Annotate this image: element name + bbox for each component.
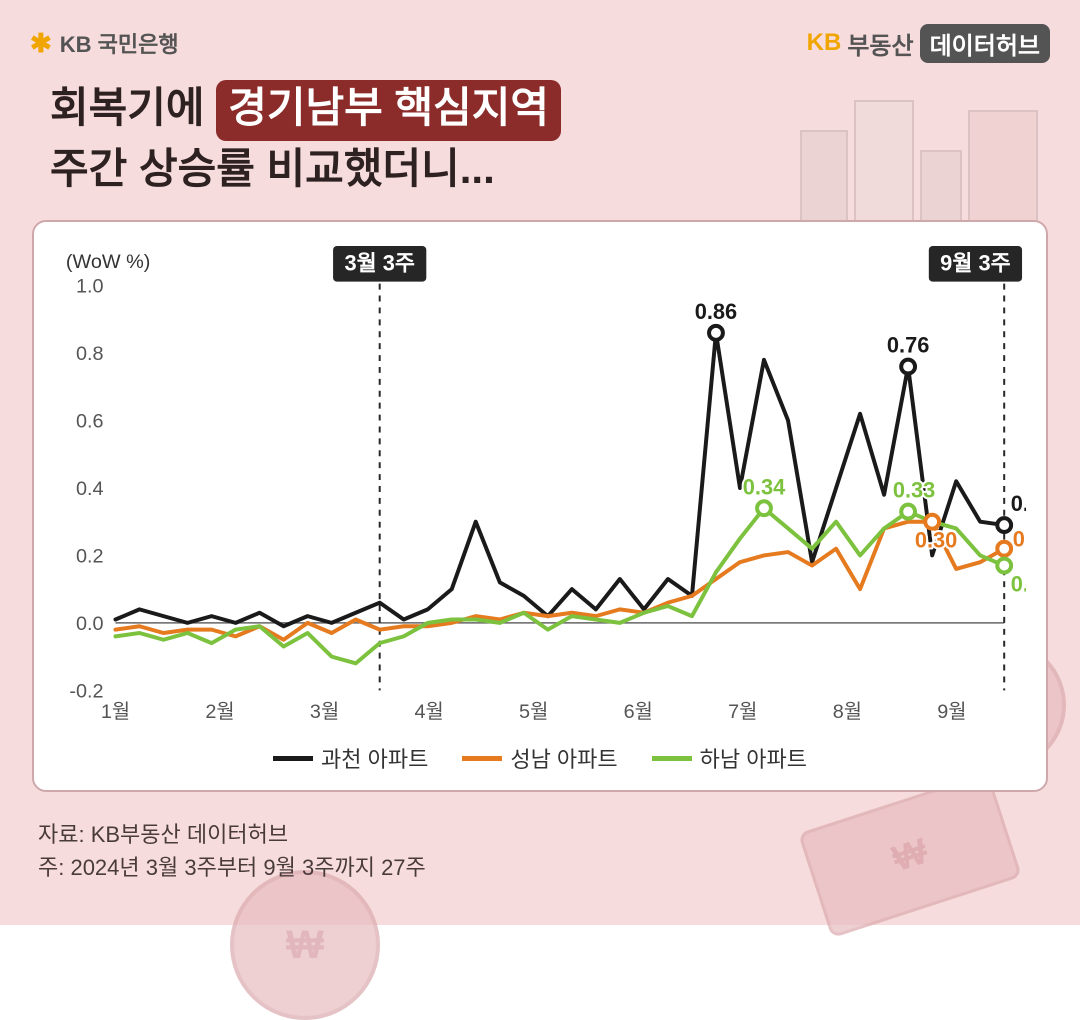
svg-text:(WoW %): (WoW %) xyxy=(66,251,150,273)
svg-text:0.86: 0.86 xyxy=(695,299,737,324)
svg-text:0.76: 0.76 xyxy=(887,333,929,358)
footer-notes: 자료: KB부동산 데이터허브 주: 2024년 3월 3주부터 9월 3주까지… xyxy=(38,818,426,884)
kb-rt-part1: KB xyxy=(807,29,842,57)
svg-text:0.8: 0.8 xyxy=(76,343,104,365)
legend-item: 하남 아파트 xyxy=(652,742,807,774)
svg-text:8월: 8월 xyxy=(833,701,862,723)
header: ✱ KB 국민은행 KB 부동산 데이터허브 xyxy=(0,18,1080,68)
svg-text:2월: 2월 xyxy=(205,701,234,723)
legend-item: 성남 아파트 xyxy=(462,742,617,774)
svg-text:3월 3주: 3월 3주 xyxy=(344,251,414,276)
svg-text:0.34: 0.34 xyxy=(743,474,786,499)
title-prefix: 회복기에 xyxy=(50,84,216,131)
svg-text:5월: 5월 xyxy=(519,701,548,723)
footer-note: 주: 2024년 3월 3주부터 9월 3주까지 27주 xyxy=(38,851,426,884)
legend-swatch xyxy=(652,756,692,761)
chart-legend: 과천 아파트 성남 아파트 하남 아파트 xyxy=(34,742,1046,774)
svg-text:0.17: 0.17 xyxy=(1011,571,1026,596)
svg-text:9월: 9월 xyxy=(937,701,966,723)
legend-label: 하남 아파트 xyxy=(700,742,807,774)
legend-swatch xyxy=(273,756,313,761)
svg-text:1.0: 1.0 xyxy=(76,276,104,298)
footer-source: 자료: KB부동산 데이터허브 xyxy=(38,818,426,851)
legend-item: 과천 아파트 xyxy=(273,742,428,774)
svg-text:0.0: 0.0 xyxy=(76,613,104,635)
svg-text:4월: 4월 xyxy=(415,701,444,723)
svg-text:7월: 7월 xyxy=(728,701,757,723)
svg-text:3월: 3월 xyxy=(310,701,339,723)
kb-bank-logo: ✱ KB 국민은행 xyxy=(30,27,179,59)
svg-text:0.29: 0.29 xyxy=(1011,491,1026,516)
svg-text:-0.2: -0.2 xyxy=(69,680,103,702)
legend-label: 과천 아파트 xyxy=(321,742,428,774)
svg-text:0.22: 0.22 xyxy=(1013,527,1026,552)
svg-text:9월 3주: 9월 3주 xyxy=(940,251,1010,276)
svg-text:0.33: 0.33 xyxy=(893,478,935,503)
kb-bank-logo-text: KB 국민은행 xyxy=(60,27,179,59)
svg-text:6월: 6월 xyxy=(624,701,653,723)
kb-star-icon: ✱ xyxy=(30,28,52,59)
svg-text:0.4: 0.4 xyxy=(76,478,104,500)
chart-card: (WoW %) -0.2 0.0 0.2 0.4 0.6 0.8 1.0 1월 2월 3월 4월 5월 6… xyxy=(32,220,1048,792)
svg-text:1월: 1월 xyxy=(101,701,130,723)
kb-datahub-logo: KB 부동산 데이터허브 xyxy=(807,24,1050,63)
svg-text:0.30: 0.30 xyxy=(915,527,957,552)
title-highlight: 경기남부 핵심지역 xyxy=(216,80,561,141)
svg-text:0.6: 0.6 xyxy=(76,410,104,432)
line-chart: (WoW %) -0.2 0.0 0.2 0.4 0.6 0.8 1.0 1월 2월 3월 4월 5월 6… xyxy=(54,242,1026,730)
chart-area: (WoW %) -0.2 0.0 0.2 0.4 0.6 0.8 1.0 1월 2월 3월 4월 5월 6… xyxy=(54,242,1026,730)
title-line2: 주간 상승률 비교했더니... xyxy=(50,141,561,198)
legend-swatch xyxy=(462,756,502,761)
deco-coin-2: ₩ xyxy=(230,870,380,1020)
svg-text:0.2: 0.2 xyxy=(76,545,104,567)
page-title: 회복기에 경기남부 핵심지역 주간 상승률 비교했더니... xyxy=(50,80,561,197)
legend-label: 성남 아파트 xyxy=(510,742,617,774)
kb-rt-part2: 부동산 xyxy=(847,26,913,61)
kb-rt-part3: 데이터허브 xyxy=(920,24,1050,63)
